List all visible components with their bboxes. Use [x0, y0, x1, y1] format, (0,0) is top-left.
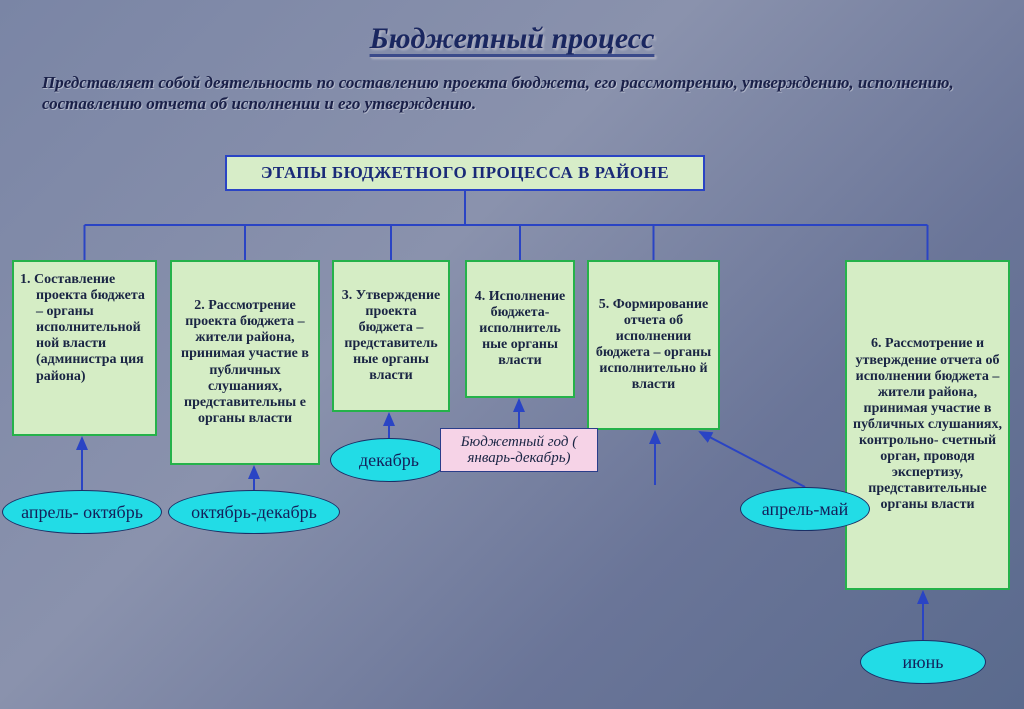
stage-box-4: 4. Исполнение бюджета- исполнитель ные о…	[465, 260, 575, 398]
stage-box-1: 1. Составление проекта бюджета – органы …	[12, 260, 157, 436]
period-ellipse-5: июнь	[860, 640, 986, 684]
period-ellipse-3: декабрь	[330, 438, 448, 482]
stage-box-6: 6. Рассмотрение и утверждение отчета об …	[845, 260, 1010, 590]
budget-year-box: Бюджетный год ( январь-декабрь)	[440, 428, 598, 472]
header-box: ЭТАПЫ БЮДЖЕТНОГО ПРОЦЕССА В РАЙОНЕ	[225, 155, 705, 191]
stage-box-2: 2. Рассмотрение проекта бюджета – жители…	[170, 260, 320, 465]
stage-box-3: 3. Утверждение проекта бюджета – предста…	[332, 260, 450, 412]
period-ellipse-1: апрель- октябрь	[2, 490, 162, 534]
period-ellipse-2: октябрь-декабрь	[168, 490, 340, 534]
period-ellipse-4: апрель-май	[740, 487, 870, 531]
stage-box-5: 5. Формирование отчета об исполнении бюд…	[587, 260, 720, 430]
diagram-canvas: ЭТАПЫ БЮДЖЕТНОГО ПРОЦЕССА В РАЙОНЕ 1. Со…	[0, 0, 1024, 709]
